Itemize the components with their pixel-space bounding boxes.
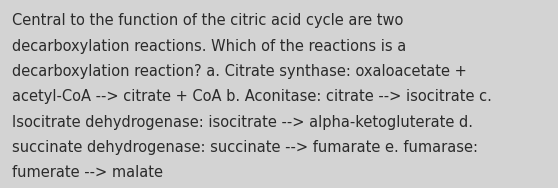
Text: fumerate --> malate: fumerate --> malate [12,165,163,180]
Text: decarboxylation reaction? a. Citrate synthase: oxaloacetate +: decarboxylation reaction? a. Citrate syn… [12,64,467,79]
Text: decarboxylation reactions. Which of the reactions is a: decarboxylation reactions. Which of the … [12,39,407,54]
Text: Central to the function of the citric acid cycle are two: Central to the function of the citric ac… [12,13,403,28]
Text: Isocitrate dehydrogenase: isocitrate --> alpha-ketogluterate d.: Isocitrate dehydrogenase: isocitrate -->… [12,115,473,130]
Text: acetyl-CoA --> citrate + CoA b. Aconitase: citrate --> isocitrate c.: acetyl-CoA --> citrate + CoA b. Aconitas… [12,89,492,104]
Text: succinate dehydrogenase: succinate --> fumarate e. fumarase:: succinate dehydrogenase: succinate --> f… [12,140,478,155]
